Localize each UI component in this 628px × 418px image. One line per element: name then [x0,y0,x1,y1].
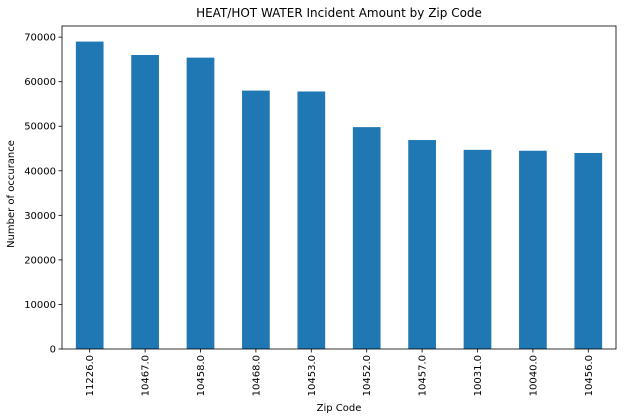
x-tick-label: 10040.0 [528,355,539,396]
x-tick-label: 10458.0 [196,355,207,396]
y-tick-label: 20000 [24,255,56,266]
x-tick-label: 10468.0 [251,355,262,396]
y-axis-ticks: 0 10000 20000 30000 40000 50000 60000 70000 [24,33,62,356]
bar-10457.0 [408,140,436,349]
bar-10040.0 [519,150,547,349]
axes-frame [61,25,617,350]
bar-11226.0 [75,41,104,349]
x-tick-label: 10467.0 [141,355,152,396]
x-tick-label: 10456.0 [584,355,595,396]
x-tick-label: 10453.0 [307,355,318,396]
y-tick-label: 50000 [24,122,56,133]
x-tick-label: 10452.0 [362,355,373,396]
bar-10467.0 [131,54,159,350]
bar-10453.0 [297,91,326,350]
bar-10468.0 [242,90,270,349]
bar-10031.0 [463,149,492,349]
y-tick-label: 10000 [24,300,56,311]
bar-10458.0 [186,57,215,350]
x-tick-label: 11226.0 [85,355,96,396]
plot-frame [61,25,617,350]
bar-10452.0 [352,127,381,349]
bars-layer [75,41,603,350]
chart-title: HEAT/HOT WATER Incident Amount by Zip Co… [196,6,482,20]
x-axis-label: Zip Code [317,403,362,414]
y-tick-label: 70000 [24,33,56,44]
x-tick-label: 10031.0 [473,355,484,396]
y-tick-label: 40000 [24,166,56,177]
y-tick-label: 60000 [24,77,56,88]
y-tick-label: 0 [50,345,56,356]
y-axis-label: Number of occurance [6,140,17,248]
x-axis-ticks: 11226.0 10467.0 10458.0 10468.0 10453.0 10452… [85,349,595,396]
bar-10456.0 [574,152,603,349]
y-tick-label: 30000 [24,211,56,222]
x-tick-label: 10457.0 [418,355,429,396]
